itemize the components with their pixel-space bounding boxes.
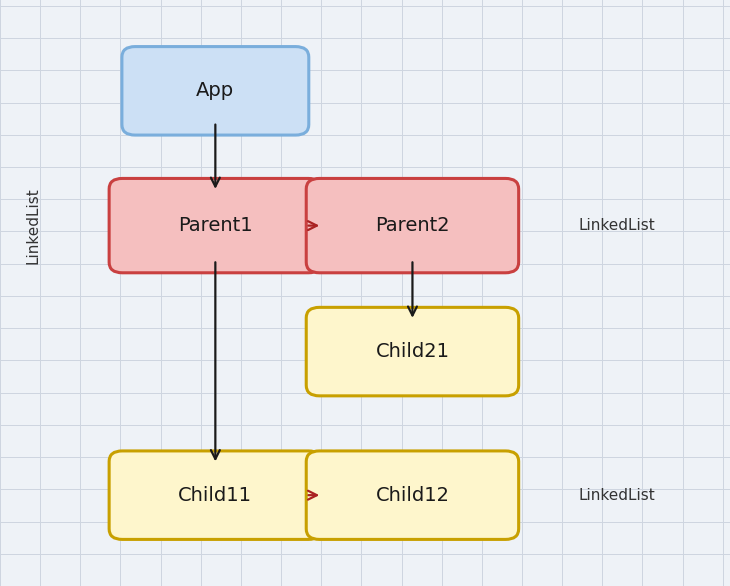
Text: Parent1: Parent1 [178,216,253,235]
FancyBboxPatch shape [110,178,321,273]
FancyBboxPatch shape [110,451,321,539]
FancyBboxPatch shape [122,47,309,135]
FancyBboxPatch shape [306,178,518,273]
FancyBboxPatch shape [306,451,518,539]
Text: Child11: Child11 [178,486,253,505]
FancyBboxPatch shape [306,307,518,396]
Text: LinkedList: LinkedList [578,488,656,503]
Text: LinkedList: LinkedList [578,218,656,233]
Text: LinkedList: LinkedList [26,188,40,264]
Text: Child21: Child21 [375,342,450,361]
Text: Child12: Child12 [375,486,450,505]
Text: App: App [196,81,234,100]
Text: Parent2: Parent2 [375,216,450,235]
